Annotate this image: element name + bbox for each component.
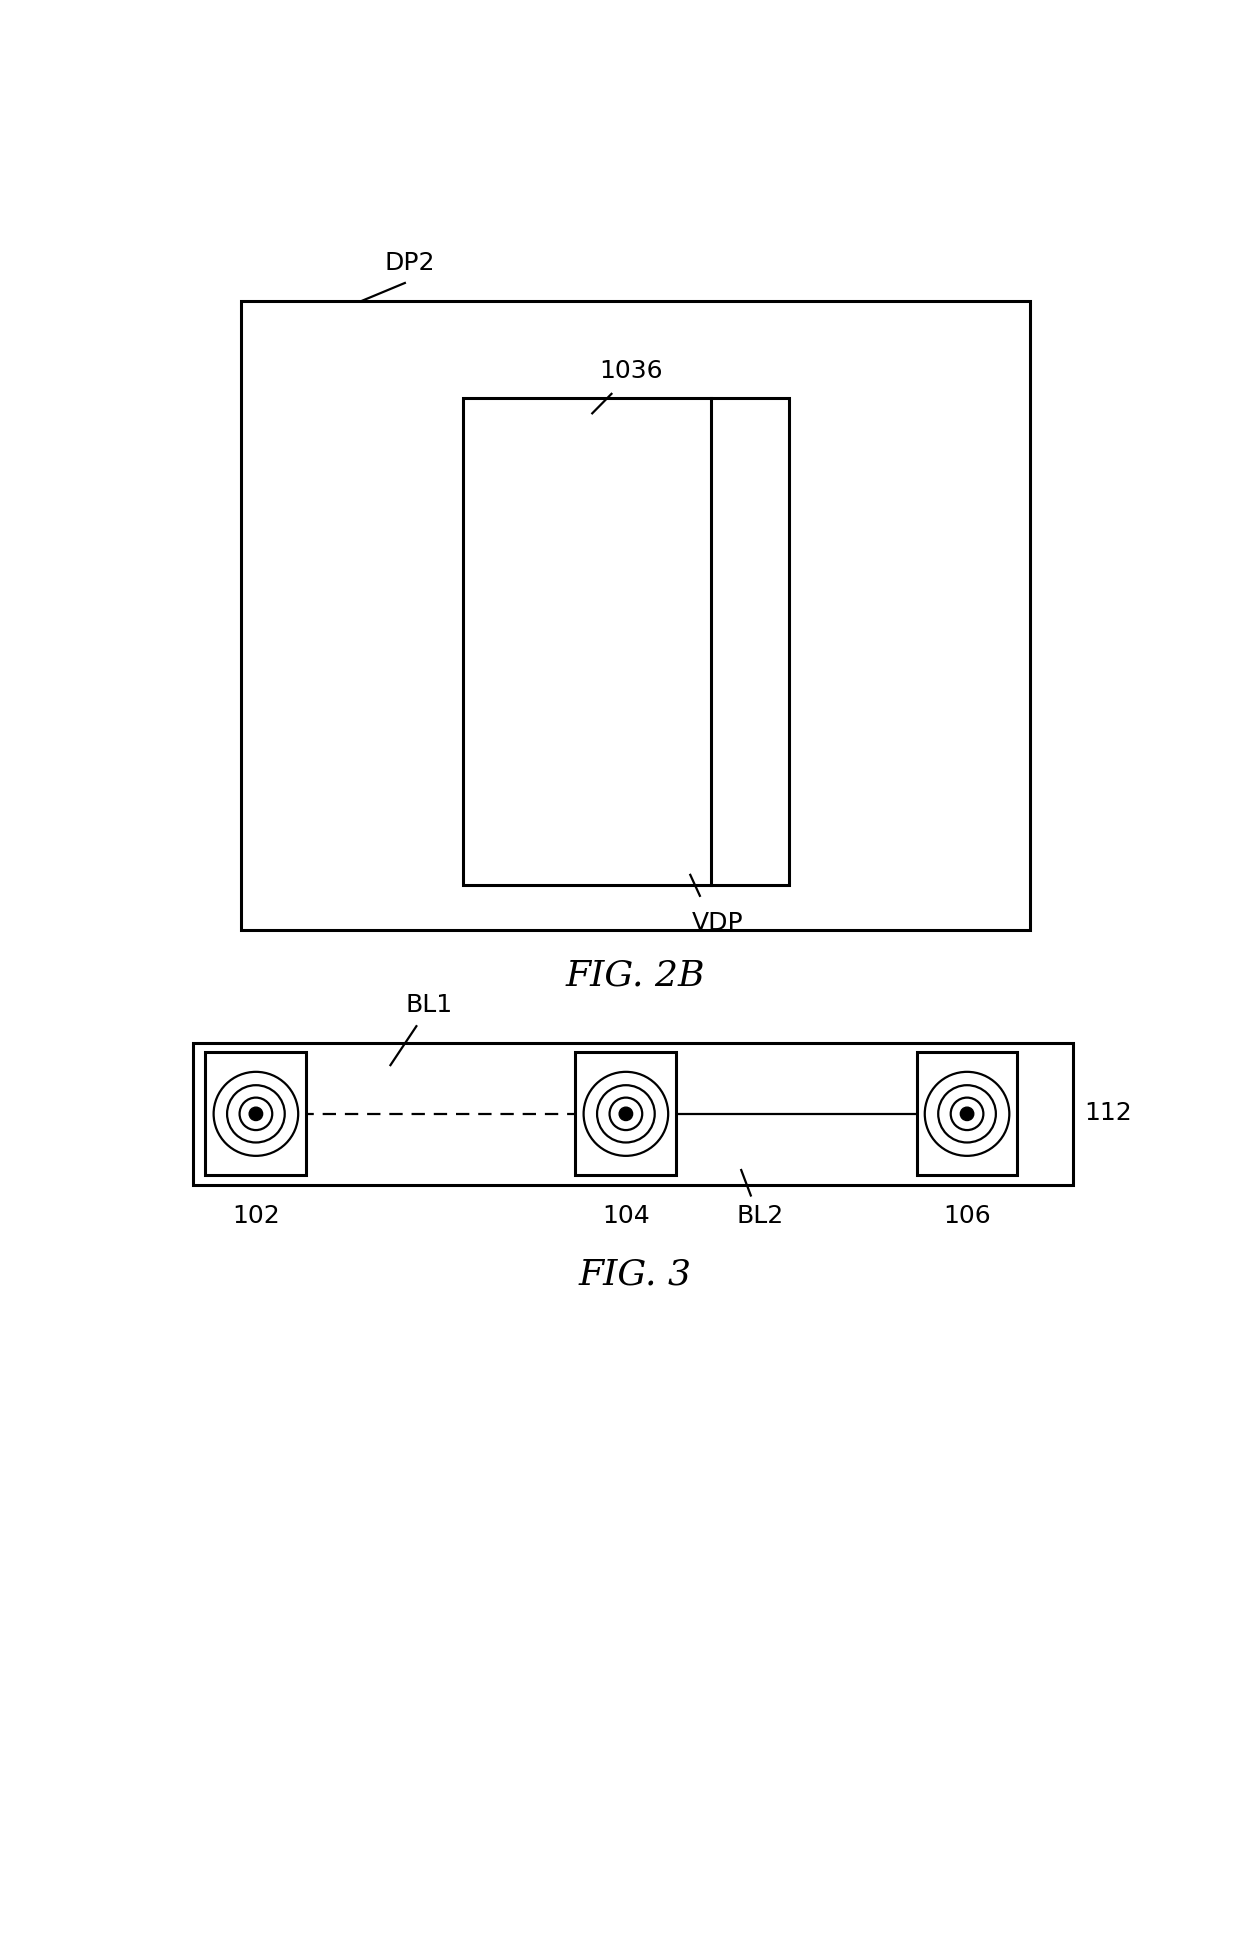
Text: FIG. 3: FIG. 3 xyxy=(579,1257,692,1292)
Ellipse shape xyxy=(619,1107,632,1121)
Text: 104: 104 xyxy=(601,1205,650,1228)
Text: BL2: BL2 xyxy=(737,1205,784,1228)
Text: BL1: BL1 xyxy=(405,992,453,1018)
Text: 1036: 1036 xyxy=(599,360,662,383)
Bar xyxy=(463,399,789,885)
Bar xyxy=(242,302,1029,930)
Ellipse shape xyxy=(249,1107,263,1121)
Bar xyxy=(575,1053,676,1175)
Text: DP2: DP2 xyxy=(384,251,435,276)
Bar xyxy=(206,1053,306,1175)
Text: VDP: VDP xyxy=(692,911,743,934)
Bar xyxy=(916,1053,1018,1175)
Text: 106: 106 xyxy=(944,1205,991,1228)
Bar xyxy=(193,1043,1073,1185)
Text: 112: 112 xyxy=(1084,1101,1132,1125)
Text: FIG. 2B: FIG. 2B xyxy=(565,957,706,992)
Ellipse shape xyxy=(960,1107,973,1121)
Text: 102: 102 xyxy=(232,1205,280,1228)
